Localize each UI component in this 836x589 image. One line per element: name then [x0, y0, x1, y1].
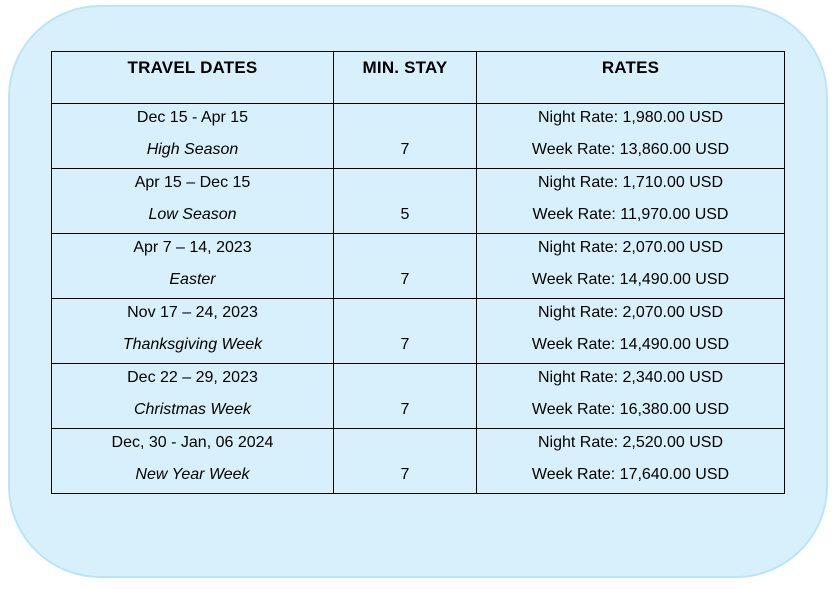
travel-dates-cell: Dec, 30 - Jan, 06 2024 New Year Week [51, 428, 334, 494]
night-rate: Night Rate: 2,520.00 USD [538, 434, 723, 451]
min-stay-cell: 7 [333, 428, 477, 494]
travel-dates-cell: Dec 15 - Apr 15 High Season [51, 103, 334, 169]
week-rate: Week Rate: 16,380.00 USD [531, 401, 730, 418]
table-header-row: TRAVEL DATES MIN. STAY RATES [51, 51, 785, 104]
min-stay-value: 7 [400, 271, 410, 288]
min-stay-cell: 7 [333, 363, 477, 429]
table-row: Nov 17 – 24, 2023 Thanksgiving Week 7 Ni… [51, 298, 785, 364]
week-rate: Week Rate: 11,970.00 USD [532, 206, 729, 223]
rates-cell: Night Rate: 1,980.00 USD Week Rate: 13,8… [476, 103, 785, 169]
min-stay-cell: 5 [333, 168, 477, 234]
table-row: Dec 15 - Apr 15 High Season 7 Night Rate… [51, 103, 785, 169]
season-name: Thanksgiving Week [122, 336, 263, 353]
date-range: Apr 7 – 14, 2023 [133, 239, 252, 256]
table-row: Dec, 30 - Jan, 06 2024 New Year Week 7 N… [51, 428, 785, 494]
date-range: Dec, 30 - Jan, 06 2024 [111, 434, 274, 451]
table-row: Apr 7 – 14, 2023 Easter 7 Night Rate: 2,… [51, 233, 785, 299]
date-range: Dec 22 – 29, 2023 [127, 369, 258, 386]
travel-dates-cell: Apr 15 – Dec 15 Low Season [51, 168, 334, 234]
rates-cell: Night Rate: 2,520.00 USD Week Rate: 17,6… [476, 428, 785, 494]
travel-dates-cell: Apr 7 – 14, 2023 Easter [51, 233, 334, 299]
min-stay-value: 5 [400, 206, 410, 223]
rates-panel: TRAVEL DATES MIN. STAY RATES Dec 15 - Ap… [8, 5, 828, 578]
season-name: New Year Week [135, 466, 250, 483]
season-name: High Season [146, 141, 239, 158]
min-stay-cell: 7 [333, 298, 477, 364]
rates-cell: Night Rate: 2,070.00 USD Week Rate: 14,4… [476, 233, 785, 299]
header-rates: RATES [476, 51, 785, 104]
night-rate: Night Rate: 1,710.00 USD [538, 174, 723, 191]
night-rate: Night Rate: 2,070.00 USD [538, 304, 723, 321]
rates-cell: Night Rate: 1,710.00 USD Week Rate: 11,9… [476, 168, 785, 234]
table-row: Dec 22 – 29, 2023 Christmas Week 7 Night… [51, 363, 785, 429]
min-stay-value: 7 [400, 401, 410, 418]
min-stay-value: 7 [400, 466, 410, 483]
season-name: Easter [169, 271, 216, 288]
min-stay-value: 7 [400, 336, 410, 353]
season-name: Christmas Week [133, 401, 252, 418]
rates-table: TRAVEL DATES MIN. STAY RATES Dec 15 - Ap… [51, 51, 785, 494]
travel-dates-cell: Dec 22 – 29, 2023 Christmas Week [51, 363, 334, 429]
rates-cell: Night Rate: 2,070.00 USD Week Rate: 14,4… [476, 298, 785, 364]
min-stay-cell: 7 [333, 233, 477, 299]
week-rate: Week Rate: 13,860.00 USD [531, 141, 730, 158]
night-rate: Night Rate: 2,070.00 USD [538, 239, 723, 256]
week-rate: Week Rate: 17,640.00 USD [531, 466, 730, 483]
week-rate: Week Rate: 14,490.00 USD [531, 271, 730, 288]
date-range: Nov 17 – 24, 2023 [127, 304, 258, 321]
table-row: Apr 15 – Dec 15 Low Season 5 Night Rate:… [51, 168, 785, 234]
night-rate: Night Rate: 1,980.00 USD [538, 109, 723, 126]
rates-cell: Night Rate: 2,340.00 USD Week Rate: 16,3… [476, 363, 785, 429]
night-rate: Night Rate: 2,340.00 USD [538, 369, 723, 386]
travel-dates-cell: Nov 17 – 24, 2023 Thanksgiving Week [51, 298, 334, 364]
date-range: Dec 15 - Apr 15 [136, 109, 249, 126]
min-stay-cell: 7 [333, 103, 477, 169]
min-stay-value: 7 [400, 141, 410, 158]
season-name: Low Season [148, 206, 237, 223]
week-rate: Week Rate: 14,490.00 USD [531, 336, 730, 353]
header-min-stay: MIN. STAY [333, 51, 477, 104]
header-travel-dates: TRAVEL DATES [51, 51, 334, 104]
date-range: Apr 15 – Dec 15 [134, 174, 251, 191]
